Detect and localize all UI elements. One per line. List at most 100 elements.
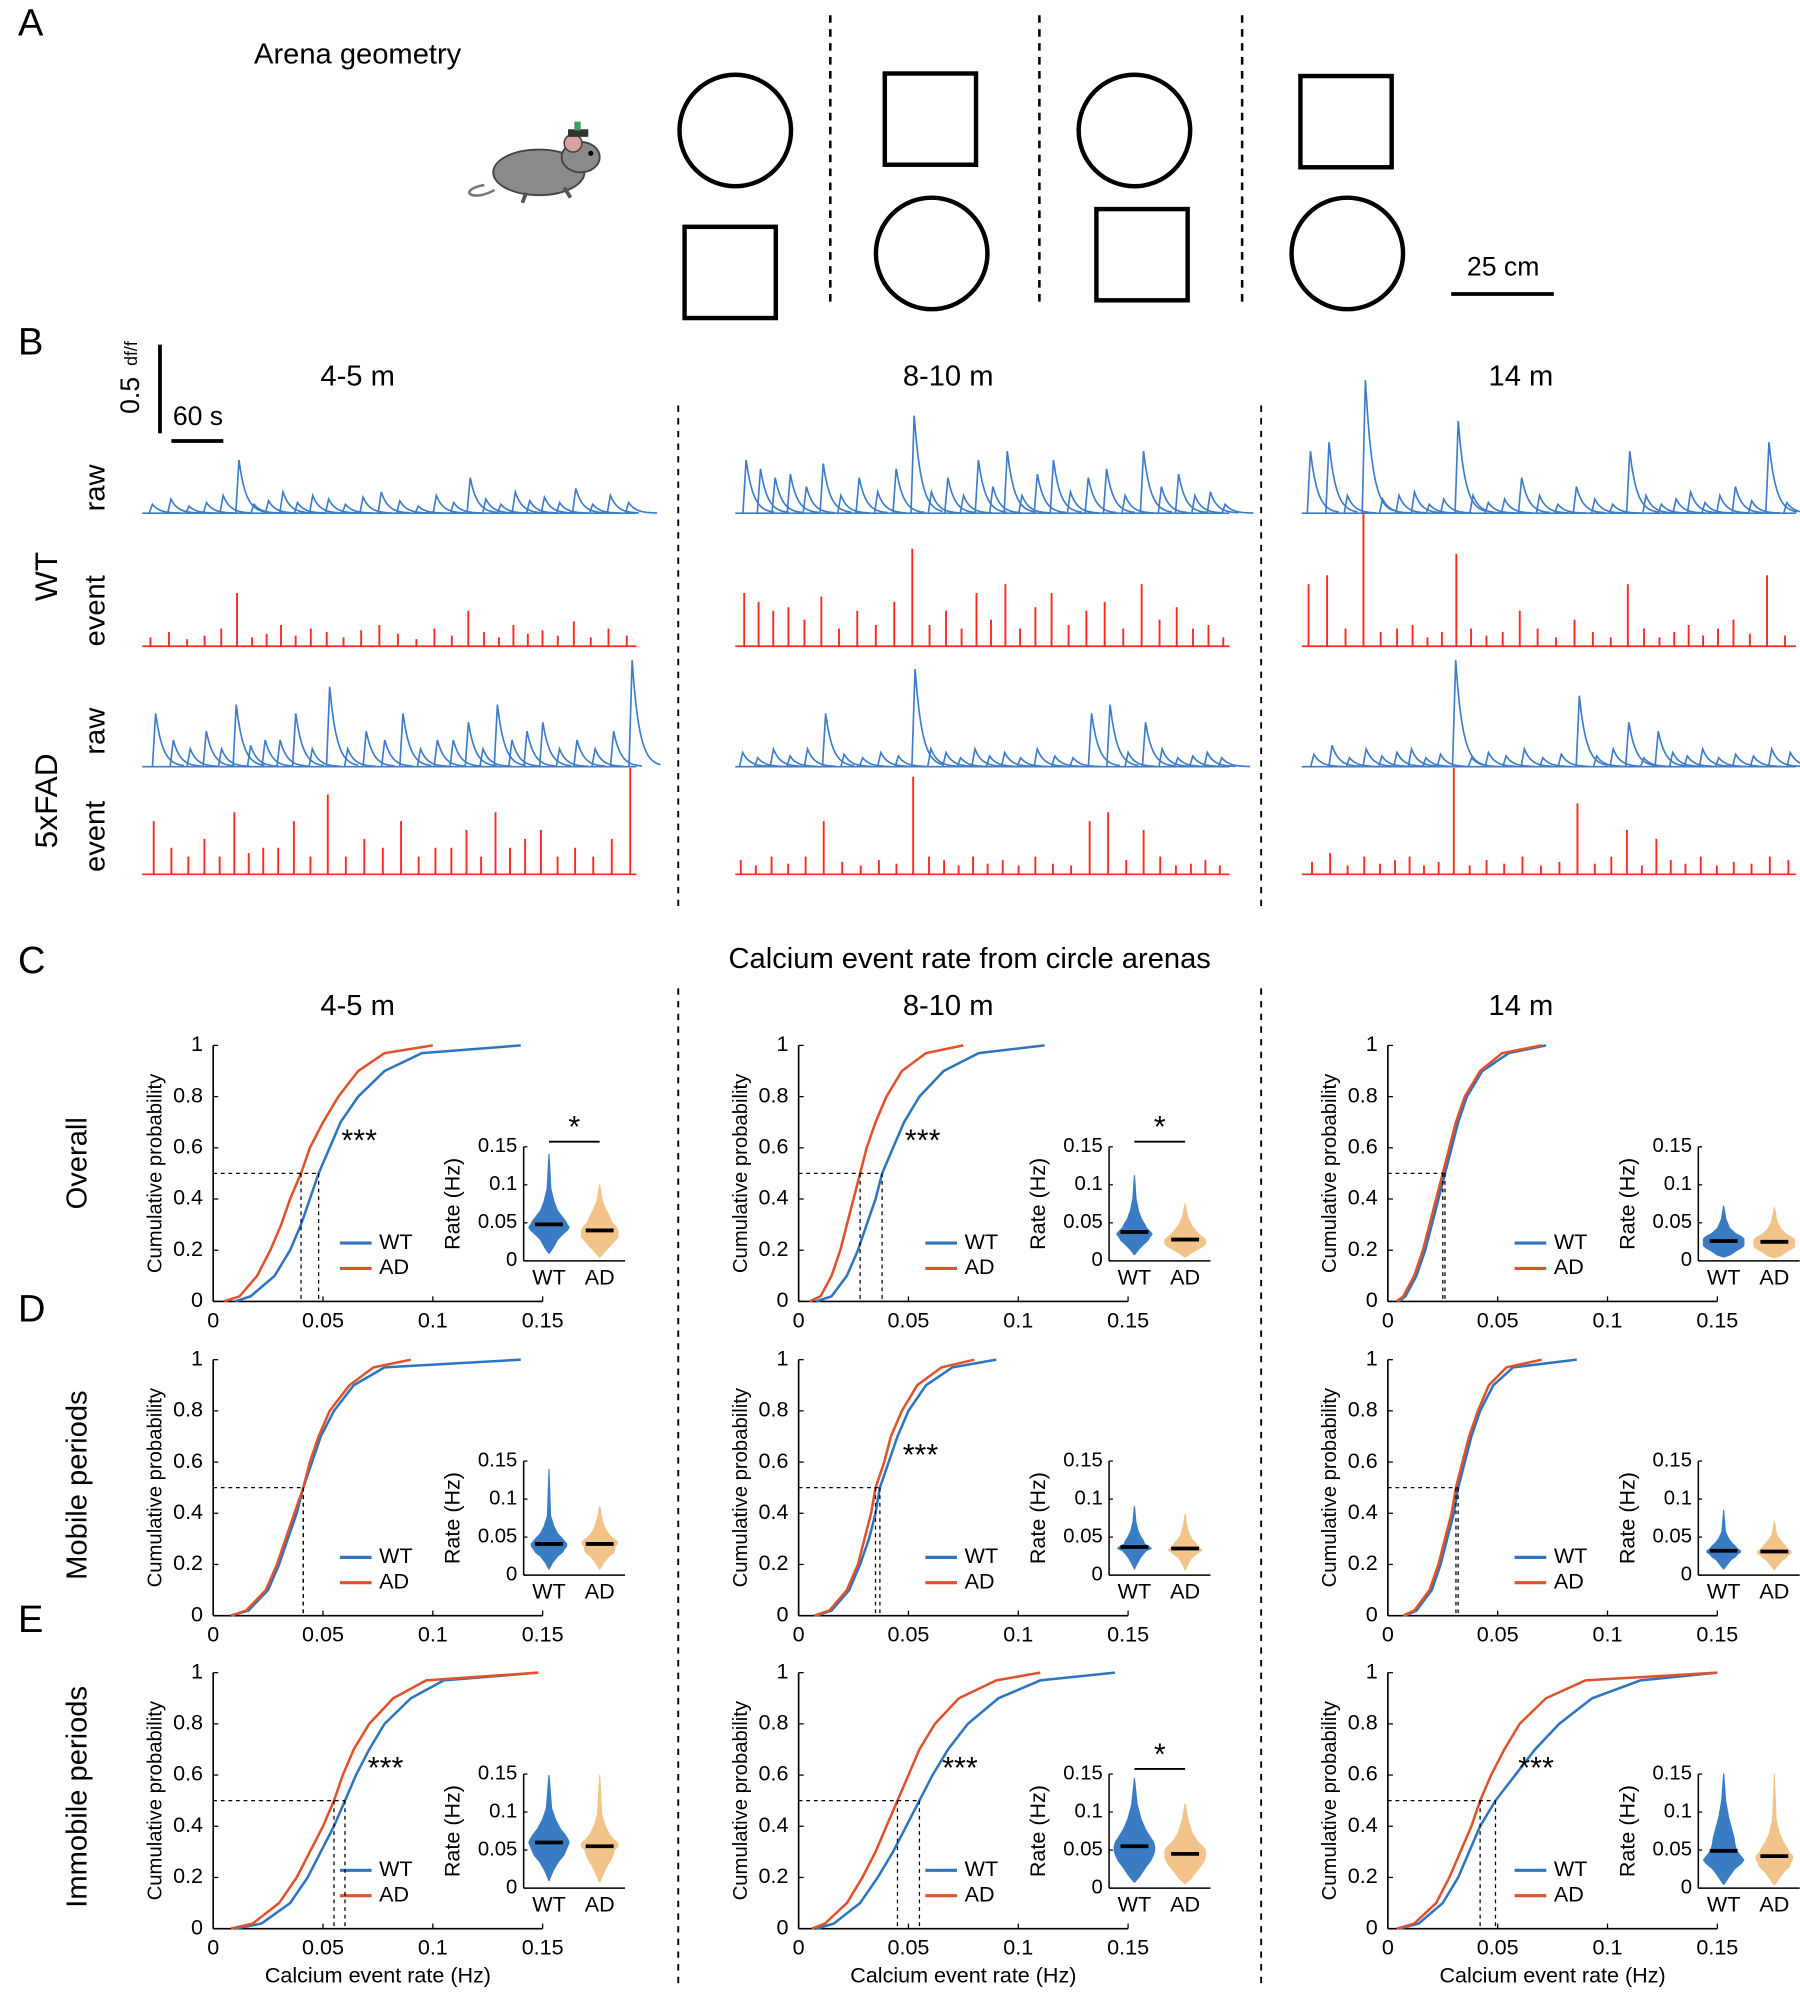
raw-trace-spike <box>769 746 802 768</box>
raw-trace-spike <box>1557 752 1590 768</box>
x-tick-label: 0.1 <box>1593 1623 1623 1647</box>
raw-trace-spike <box>1657 502 1690 514</box>
raw-trace-spike <box>1221 502 1254 514</box>
raw-trace-spike <box>1747 498 1781 514</box>
y-tick-label: 0.4 <box>173 1186 203 1210</box>
violin <box>580 1184 619 1258</box>
legend-label: AD <box>1554 1882 1584 1906</box>
significance: *** <box>905 1124 941 1158</box>
row-label: raw <box>79 707 111 755</box>
raw-trace-spike <box>1325 442 1358 514</box>
legend-label: WT <box>1554 1544 1587 1568</box>
raw-trace-spike <box>873 488 907 514</box>
raw-trace-spike <box>609 730 643 767</box>
y-tick-label: 0.1 <box>1664 1800 1692 1822</box>
x-tick-label: AD <box>1170 1893 1200 1917</box>
raw-trace-spike <box>1686 488 1720 514</box>
x-tick-label: 0.05 <box>887 1936 929 1960</box>
row-label: Overall <box>62 1117 94 1209</box>
violin <box>1164 1803 1206 1885</box>
raw-trace-spike <box>324 496 358 514</box>
x-tick-label: 0.05 <box>302 1936 344 1960</box>
raw-trace-spike <box>855 477 888 514</box>
y-tick-label: 0 <box>1091 1876 1102 1898</box>
y-tick-label: 1 <box>191 1032 203 1056</box>
raw-trace-spike <box>974 459 1007 514</box>
y-tick-label: 0.2 <box>1348 1237 1378 1261</box>
arena-title: Arena geometry <box>254 38 462 70</box>
y-tick-label: 0 <box>506 1876 517 1898</box>
legend-label: AD <box>1554 1569 1584 1593</box>
x-tick-label: 0.15 <box>522 1623 564 1647</box>
raw-trace-spike <box>1575 695 1608 767</box>
x-tick-label: 0.15 <box>1696 1936 1738 1960</box>
raw-trace-spike <box>892 468 925 514</box>
raw-trace-spike <box>1188 754 1222 768</box>
x-tick-label: AD <box>1759 1893 1789 1917</box>
raw-trace-spike <box>1392 750 1426 768</box>
cdf-line <box>1404 1358 1577 1617</box>
y-axis-label: Rate (Hz) <box>441 1472 465 1564</box>
y-tick-label: 0.2 <box>1348 1864 1378 1888</box>
raw-trace-spike <box>1377 754 1411 768</box>
y-axis-label: Cumulative probability <box>730 1073 752 1273</box>
x-tick-label: AD <box>585 1893 615 1917</box>
y-tick-label: 1 <box>777 1346 789 1370</box>
y-axis-label: Rate (Hz) <box>1615 1785 1639 1877</box>
x-tick-label: 0 <box>207 1936 219 1960</box>
raw-trace-spike <box>325 686 359 767</box>
significance: * <box>1154 1737 1166 1771</box>
raw-trace-spike <box>1436 752 1469 768</box>
raw-trace-spike <box>359 494 392 514</box>
legend-label: AD <box>965 1569 995 1593</box>
legend-label: WT <box>965 1544 998 1568</box>
y-tick-label: 0.15 <box>478 1762 517 1784</box>
x-tick-label: WT <box>1118 1265 1151 1289</box>
legend-label: WT <box>379 1544 412 1568</box>
raw-trace-spike <box>840 752 873 768</box>
y-tick-label: 0.05 <box>1063 1211 1102 1233</box>
y-tick-label: 0.1 <box>489 1800 517 1822</box>
x-tick-label: 0.1 <box>1003 1308 1033 1332</box>
y-axis-label: Rate (Hz) <box>1026 1472 1050 1564</box>
raw-trace-spike <box>151 713 185 767</box>
violin <box>1756 1521 1792 1571</box>
column-title: 14 m <box>1489 360 1554 392</box>
raw-trace-spike <box>1033 746 1066 768</box>
x-tick-label: AD <box>1759 1265 1789 1289</box>
raw-trace-spike <box>169 739 202 767</box>
violin <box>1755 1774 1794 1886</box>
y-axis-label: Cumulative probability <box>1319 1700 1341 1900</box>
raw-trace-spike <box>217 746 250 768</box>
raw-trace-spike <box>264 498 297 514</box>
raw-trace-spike <box>555 746 588 768</box>
y-tick-label: 0.05 <box>1063 1525 1102 1547</box>
violin <box>1167 1513 1203 1571</box>
significance: *** <box>903 1438 939 1472</box>
significance: *** <box>368 1751 404 1785</box>
cdf-line <box>815 1044 1045 1303</box>
y-tick-label: 1 <box>777 1032 789 1056</box>
panel-label: C <box>18 940 45 982</box>
arena-shapes <box>677 71 1406 321</box>
row-label: raw <box>79 463 111 511</box>
y-tick-label: 0.4 <box>1348 1500 1378 1524</box>
raw-trace-spike <box>956 756 990 768</box>
violin <box>528 1775 570 1881</box>
y-tick-label: 0.2 <box>1348 1551 1378 1575</box>
x-tick-label: WT <box>532 1265 565 1289</box>
y-tick-label: 0.05 <box>1653 1838 1692 1860</box>
y-tick-label: 0.6 <box>173 1762 203 1786</box>
x-tick-label: 0.1 <box>418 1623 448 1647</box>
raw-trace-spike <box>1139 451 1173 514</box>
y-tick-label: 0.6 <box>759 1449 789 1473</box>
scale-bar-label: 60 s <box>173 401 223 431</box>
y-tick-label: 0.8 <box>1348 1083 1378 1107</box>
x-tick-label: 0.1 <box>418 1936 448 1960</box>
y-axis-label: Rate (Hz) <box>441 1785 465 1877</box>
y-tick-label: 0.15 <box>1653 1449 1692 1471</box>
raw-trace-spike <box>756 468 790 514</box>
violin <box>1753 1207 1796 1259</box>
raw-trace-spike <box>395 498 429 514</box>
y-tick-label: 0 <box>1366 1915 1378 1939</box>
